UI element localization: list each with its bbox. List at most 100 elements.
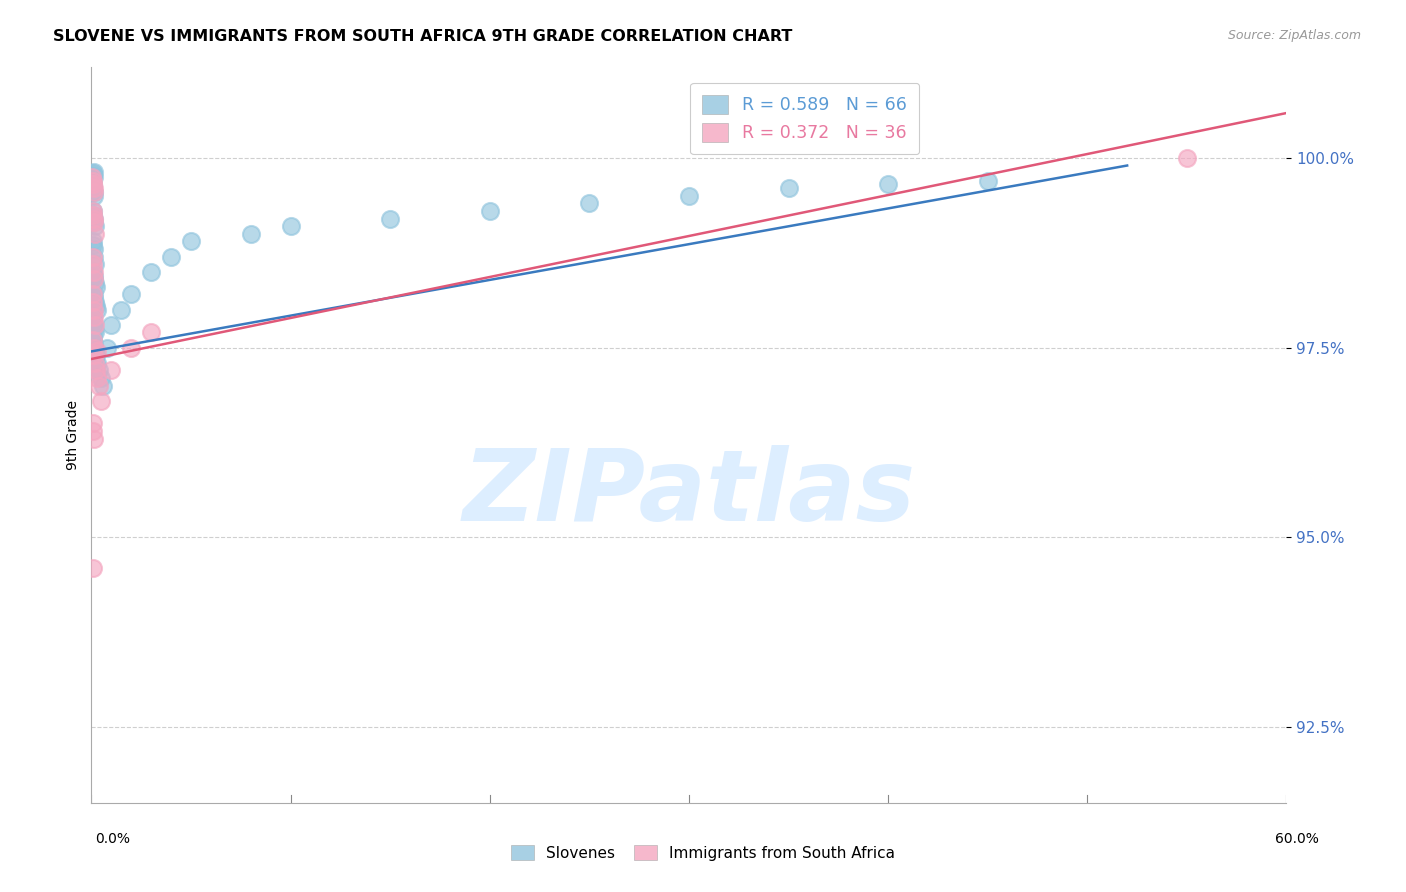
Point	[86, 348, 108, 362]
Point	[83, 348, 105, 362]
Point	[83, 211, 105, 226]
Point	[83, 250, 105, 264]
Point	[86, 299, 108, 313]
Point	[84, 318, 107, 332]
Point	[82, 235, 104, 249]
Point	[96, 341, 118, 355]
Point	[84, 257, 107, 271]
Point	[100, 363, 122, 377]
Point	[83, 302, 105, 317]
Point	[86, 363, 108, 377]
Point	[141, 265, 162, 279]
Point	[478, 204, 501, 219]
Point	[82, 208, 104, 222]
Point	[82, 169, 104, 184]
Point	[93, 378, 114, 392]
Point	[82, 336, 104, 351]
Point	[84, 344, 107, 359]
Point	[82, 166, 104, 180]
Point	[280, 219, 302, 234]
Point	[83, 432, 105, 446]
Point	[84, 351, 107, 366]
Point	[82, 185, 104, 199]
Point	[89, 378, 111, 392]
Point	[82, 204, 104, 219]
Point	[1175, 151, 1198, 165]
Text: 0.0%: 0.0%	[96, 832, 131, 846]
Point	[83, 211, 105, 226]
Point	[83, 185, 105, 199]
Point	[239, 227, 262, 241]
Point	[83, 265, 105, 279]
Point	[83, 310, 105, 325]
Point	[82, 333, 104, 347]
Point	[82, 417, 104, 431]
Point	[83, 242, 105, 256]
Legend: R = 0.589   N = 66, R = 0.372   N = 36: R = 0.589 N = 66, R = 0.372 N = 36	[690, 83, 920, 154]
Point	[82, 314, 104, 328]
Point	[86, 363, 108, 377]
Point	[877, 178, 900, 192]
Point	[82, 204, 104, 219]
Point	[82, 174, 104, 188]
Point	[83, 291, 105, 305]
Point	[84, 326, 107, 340]
Point	[83, 348, 105, 362]
Point	[82, 178, 104, 192]
Point	[82, 329, 104, 343]
Point	[82, 238, 104, 252]
Text: 60.0%: 60.0%	[1275, 832, 1319, 846]
Point	[86, 302, 108, 317]
Point	[83, 321, 105, 335]
Point	[180, 235, 202, 249]
Y-axis label: 9th Grade: 9th Grade	[66, 400, 80, 470]
Point	[83, 341, 105, 355]
Point	[83, 215, 105, 229]
Point	[84, 276, 107, 290]
Point	[120, 287, 142, 301]
Text: Source: ZipAtlas.com: Source: ZipAtlas.com	[1227, 29, 1361, 42]
Point	[976, 174, 998, 188]
Point	[83, 164, 105, 178]
Point	[82, 287, 104, 301]
Point	[83, 215, 105, 229]
Point	[100, 318, 122, 332]
Point	[84, 295, 107, 310]
Point	[83, 342, 105, 356]
Point	[83, 189, 105, 203]
Point	[83, 272, 105, 286]
Point	[83, 272, 105, 286]
Point	[160, 250, 183, 264]
Point	[82, 250, 104, 264]
Point	[86, 344, 108, 359]
Text: SLOVENE VS IMMIGRANTS FROM SOUTH AFRICA 9TH GRADE CORRELATION CHART: SLOVENE VS IMMIGRANTS FROM SOUTH AFRICA …	[53, 29, 793, 44]
Point	[84, 219, 107, 234]
Point	[83, 169, 105, 184]
Point	[82, 295, 104, 310]
Point	[82, 310, 104, 325]
Point	[83, 287, 105, 301]
Point	[82, 181, 104, 195]
Point	[378, 211, 402, 226]
Point	[86, 280, 108, 294]
Text: ZIPatlas: ZIPatlas	[463, 445, 915, 542]
Point	[83, 341, 105, 355]
Point	[82, 257, 104, 271]
Point	[84, 227, 107, 241]
Point	[578, 196, 600, 211]
Point	[82, 265, 104, 279]
Point	[678, 189, 700, 203]
Point	[83, 181, 105, 195]
Point	[83, 268, 105, 283]
Point	[778, 181, 800, 195]
Point	[90, 371, 112, 385]
Point	[82, 560, 104, 574]
Point	[110, 302, 132, 317]
Point	[86, 356, 108, 370]
Point	[86, 371, 108, 385]
Point	[82, 169, 104, 184]
Point	[83, 336, 105, 351]
Point	[141, 326, 162, 340]
Point	[82, 168, 104, 182]
Point	[120, 341, 142, 355]
